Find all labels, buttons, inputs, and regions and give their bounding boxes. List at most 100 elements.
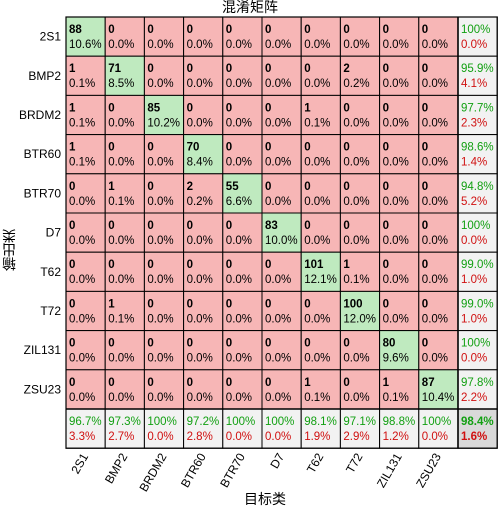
cell-count: 2 — [343, 63, 349, 75]
cell-percent: 0.0% — [226, 39, 252, 51]
cell-percent: 0.0% — [304, 313, 330, 325]
column-accuracy: 100% — [422, 416, 451, 428]
matrix-cell — [261, 369, 302, 410]
cell-percent: 0.0% — [422, 196, 448, 208]
cell-count: 55 — [226, 181, 239, 193]
matrix-cell — [339, 212, 381, 253]
row-label: T72 — [40, 304, 61, 318]
matrix-cell — [65, 16, 106, 57]
cell-percent: 0.0% — [69, 353, 95, 365]
cell-count: 0 — [187, 102, 193, 114]
matrix-cell — [222, 251, 263, 292]
cell-count: 0 — [304, 181, 310, 193]
x-axis-label: 目标类 — [244, 492, 286, 508]
summary-cell — [143, 408, 185, 449]
cell-count: 1 — [69, 63, 76, 75]
row-label: 2S1 — [40, 30, 62, 44]
cell-count: 0 — [226, 220, 232, 232]
cell-count: 85 — [147, 102, 160, 114]
column-label: BTR60 — [178, 450, 209, 490]
cell-percent: 0.0% — [304, 39, 330, 51]
cell-percent: 0.1% — [69, 157, 95, 169]
cell-percent: 0.0% — [304, 196, 330, 208]
column-error: 0.0% — [265, 431, 291, 443]
cell-count: 0 — [265, 377, 271, 389]
cell-percent: 0.0% — [108, 157, 134, 169]
matrix-cell — [143, 173, 185, 214]
column-accuracy: 97.2% — [187, 416, 220, 428]
column-accuracy: 100% — [265, 416, 294, 428]
cell-count: 0 — [343, 377, 349, 389]
matrix-cell — [418, 134, 459, 175]
cell-count: 70 — [187, 142, 200, 154]
cell-percent: 0.0% — [304, 157, 330, 169]
cell-count: 0 — [226, 338, 232, 350]
matrix-cell — [143, 16, 185, 57]
cell-count: 0 — [304, 220, 310, 232]
cell-percent: 0.1% — [108, 196, 134, 208]
matrix-cell — [379, 330, 420, 371]
matrix-cell — [339, 55, 381, 96]
cell-count: 0 — [108, 142, 114, 154]
column-label: BTR70 — [217, 450, 248, 490]
cell-percent: 0.0% — [69, 392, 95, 404]
cell-percent: 0.0% — [343, 235, 369, 247]
cell-percent: 0.2% — [343, 78, 369, 90]
cell-count: 0 — [187, 24, 193, 36]
cell-percent: 0.1% — [108, 313, 134, 325]
cell-percent: 0.0% — [108, 392, 134, 404]
cell-count: 0 — [147, 181, 153, 193]
cell-count: 0 — [69, 181, 75, 193]
cell-count: 0 — [187, 259, 193, 271]
column-error: 1.9% — [304, 431, 330, 443]
row-accuracy: 97.7% — [461, 102, 494, 114]
cell-count: 0 — [147, 377, 153, 389]
cell-percent: 0.1% — [383, 392, 409, 404]
cell-percent: 0.0% — [265, 117, 291, 129]
column-accuracy: 96.7% — [69, 416, 102, 428]
matrix-cell — [183, 369, 224, 410]
matrix-cell — [104, 369, 145, 410]
cell-count: 0 — [422, 220, 428, 232]
matrix-cell — [339, 251, 381, 292]
cell-count: 0 — [187, 338, 193, 350]
matrix-cell — [65, 330, 106, 371]
cell-count: 0 — [69, 259, 75, 271]
row-label: T62 — [40, 265, 61, 279]
cell-count: 0 — [187, 298, 193, 310]
cell-percent: 0.1% — [343, 274, 369, 286]
cell-count: 0 — [147, 142, 153, 154]
cell-percent: 0.0% — [265, 392, 291, 404]
column-label: ZIL131 — [374, 450, 405, 490]
row-accuracy: 94.8% — [461, 181, 494, 193]
cell-percent: 8.5% — [108, 78, 134, 90]
matrix-border — [65, 16, 498, 449]
matrix-cell — [339, 290, 381, 332]
cell-count: 0 — [147, 63, 153, 75]
column-label: T72 — [343, 450, 366, 475]
row-error: 5.2% — [461, 196, 487, 208]
cell-count: 0 — [108, 102, 114, 114]
cell-percent: 0.0% — [383, 235, 409, 247]
row-accuracy: 97.8% — [461, 377, 494, 389]
cell-percent: 0.0% — [226, 78, 252, 90]
matrix-cell — [418, 369, 459, 410]
cell-percent: 0.0% — [226, 392, 252, 404]
cell-percent: 0.0% — [265, 274, 291, 286]
column-error: 0.0% — [226, 431, 252, 443]
cell-percent: 0.0% — [187, 39, 213, 51]
cell-count: 0 — [147, 298, 153, 310]
cell-percent: 0.0% — [422, 157, 448, 169]
cell-count: 0 — [422, 338, 428, 350]
cell-percent: 0.0% — [383, 196, 409, 208]
column-error: 1.2% — [383, 431, 409, 443]
cell-percent: 0.0% — [147, 353, 173, 365]
cell-count: 0 — [422, 142, 428, 154]
cell-percent: 0.0% — [108, 274, 134, 286]
cell-count: 2 — [187, 181, 193, 193]
cell-count: 0 — [265, 63, 271, 75]
matrix-cell — [183, 134, 224, 175]
row-error: 4.1% — [461, 78, 487, 90]
matrix-cell — [143, 330, 185, 371]
row-error: 1.4% — [461, 157, 487, 169]
